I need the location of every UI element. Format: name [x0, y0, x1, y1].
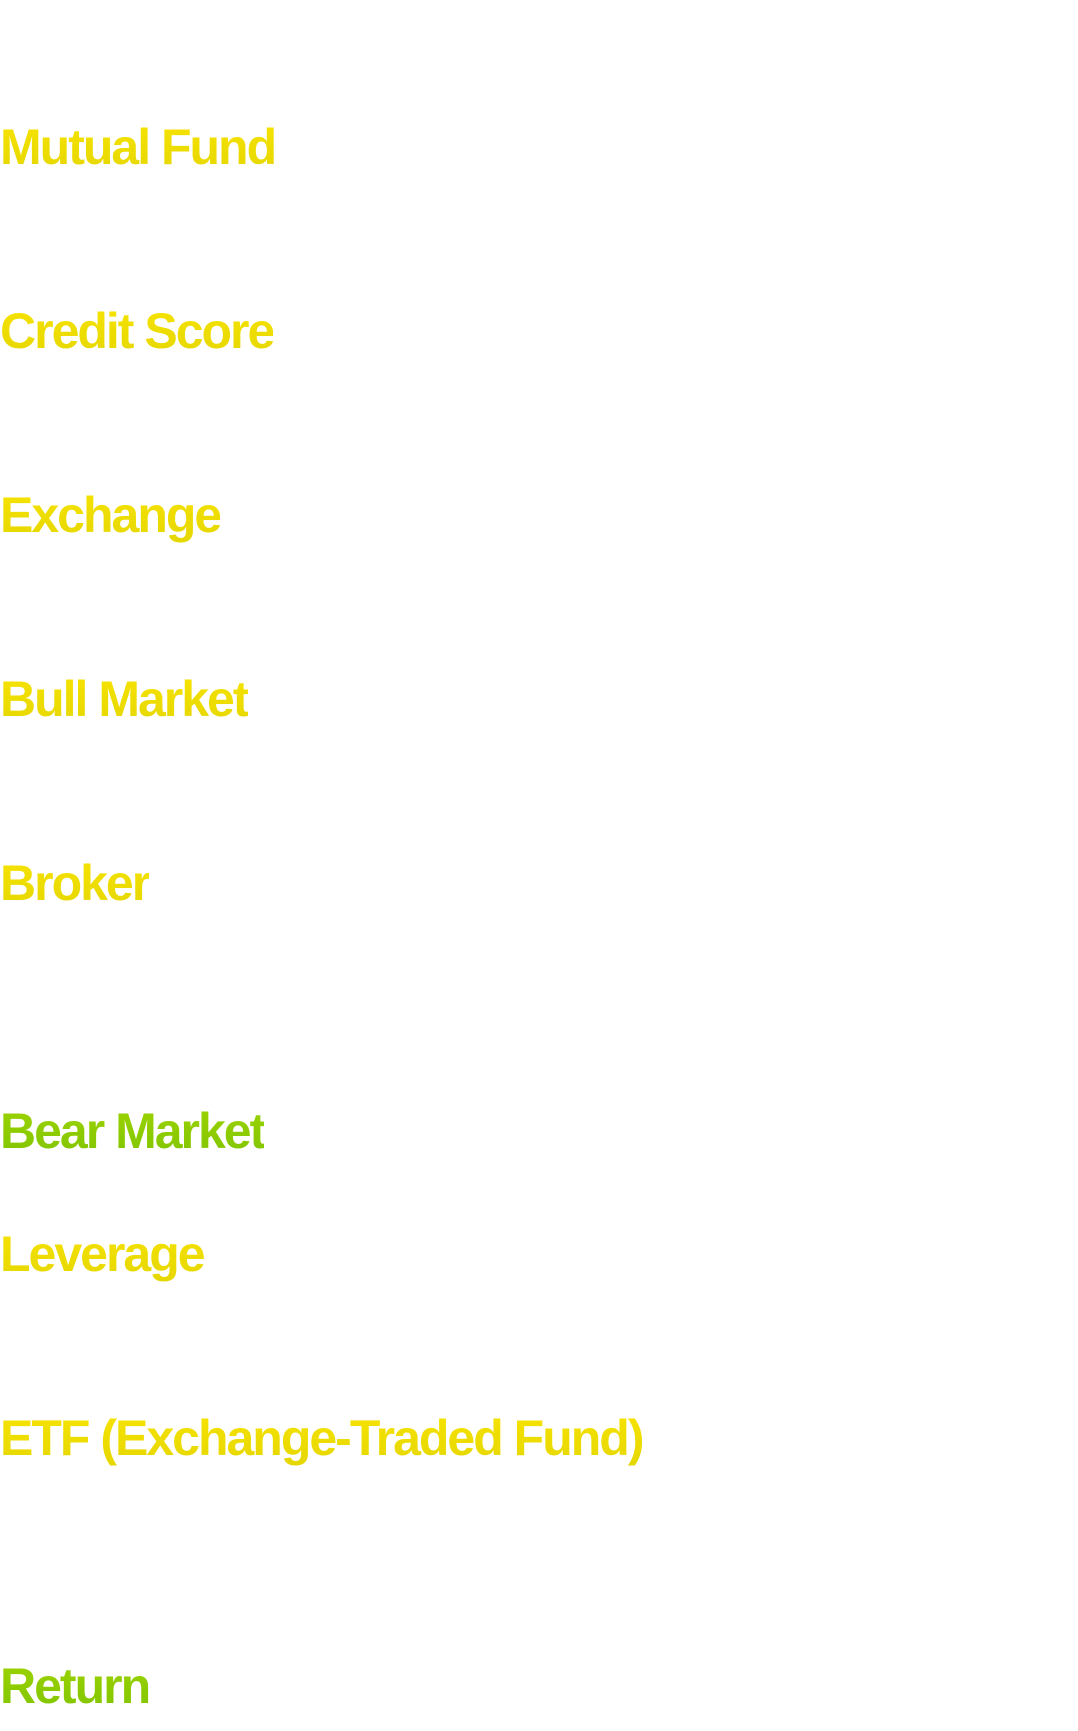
term-bear-market[interactable]: Bear Market	[0, 1103, 266, 1159]
term-return[interactable]: Return	[0, 1658, 151, 1714]
term-mutual-fund[interactable]: Mutual Fund	[0, 119, 277, 175]
term-leverage[interactable]: Leverage	[0, 1226, 206, 1282]
term-etf[interactable]: ETF (Exchange-Traded Fund)	[0, 1410, 644, 1466]
term-exchange[interactable]: Exchange	[0, 487, 222, 543]
term-broker[interactable]: Broker	[0, 855, 151, 911]
term-bull-market[interactable]: Bull Market	[0, 671, 250, 727]
term-credit-score[interactable]: Credit Score	[0, 303, 275, 359]
